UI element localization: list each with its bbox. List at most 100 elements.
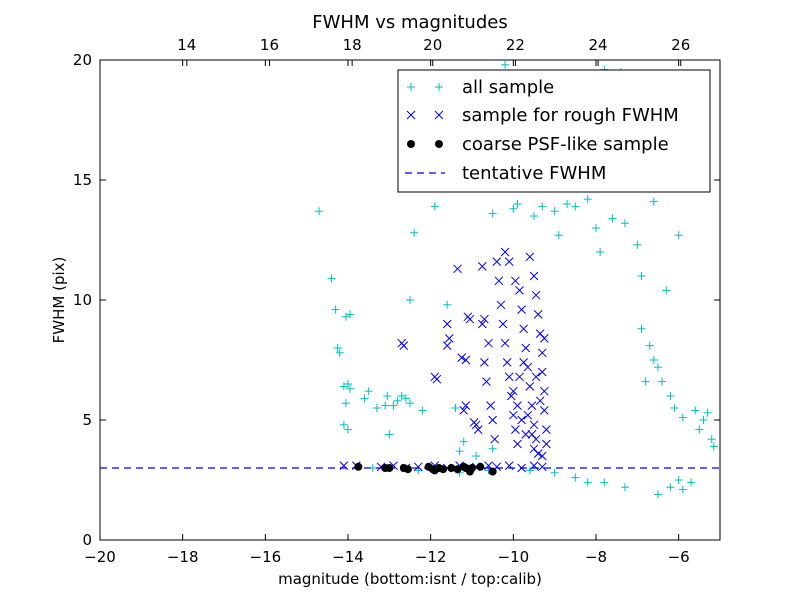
all-sample-point	[443, 300, 452, 309]
psf-like-point	[385, 464, 394, 472]
all-sample-point	[360, 394, 369, 403]
rough-fwhm-point	[473, 425, 483, 434]
y-tick-label: 5	[82, 411, 92, 429]
x-tick-label: −14	[332, 548, 364, 566]
all-sample-point	[662, 286, 671, 295]
all-sample-point	[339, 420, 348, 429]
all-sample-point	[608, 214, 617, 223]
all-sample-point	[674, 476, 683, 484]
rough-fwhm-point	[442, 341, 452, 350]
all-sample-point	[620, 483, 629, 492]
all-sample-point	[550, 468, 559, 477]
rough-fwhm-point	[504, 257, 514, 266]
rough-fwhm-point	[457, 353, 467, 362]
all-sample-point	[346, 384, 355, 393]
all-sample-point	[509, 204, 518, 213]
rough-fwhm-point	[488, 415, 498, 425]
rough-fwhm-point	[542, 425, 551, 434]
psf-like-point	[447, 464, 456, 472]
top-axis-tick-label: 20	[423, 36, 442, 54]
rough-fwhm-point	[531, 290, 541, 300]
rough-fwhm-point	[513, 401, 522, 410]
all-sample-point	[385, 430, 394, 439]
all-sample-point	[637, 324, 646, 333]
all-sample-point	[341, 312, 350, 321]
y-tick-label: 20	[73, 51, 92, 69]
psf-like-point	[354, 462, 363, 471]
all-sample-point	[344, 380, 352, 388]
all-sample-point	[381, 401, 390, 410]
all-sample-point	[666, 392, 675, 400]
all-sample-point	[430, 202, 439, 211]
all-sample-point	[410, 228, 419, 237]
rough-fwhm-point	[523, 410, 533, 420]
rough-fwhm-point	[504, 372, 514, 382]
x-tick-label: −8	[585, 548, 607, 566]
all-sample-point	[372, 404, 381, 412]
rough-fwhm-point	[492, 257, 502, 266]
all-sample-point	[315, 207, 324, 216]
top-axis-ticks: 14 16 18 20 22 24 26	[177, 36, 690, 66]
all-sample-point	[678, 485, 687, 494]
legend-plus-marker	[407, 83, 443, 91]
psf-like-point	[403, 465, 412, 474]
all-sample-point	[406, 399, 414, 408]
all-sample-point	[563, 200, 572, 208]
legend-box	[397, 69, 711, 193]
rough-fwhm-point	[399, 341, 409, 350]
all-sample-point	[654, 363, 662, 372]
all-sample-point	[674, 231, 683, 240]
legend-entry-rough-fwhm: sample for rough FWHM	[406, 105, 679, 126]
legend-label-all-sample: all sample	[462, 77, 554, 98]
rough-fwhm-point	[484, 338, 493, 348]
legend-dot-marker	[435, 140, 443, 148]
x-tick-label: −16	[250, 548, 282, 566]
all-sample-point	[592, 224, 600, 232]
all-sample-point	[703, 408, 712, 417]
rough-fwhm-point	[519, 358, 529, 367]
all-sample-point	[451, 404, 460, 412]
rough-fwhm-point	[515, 286, 524, 295]
rough-fwhm-point	[432, 374, 442, 384]
rough-fwhm-point	[459, 406, 469, 415]
all-sample-point	[418, 406, 427, 415]
legend-label-tentative-fwhm: tentative FWHM	[462, 163, 606, 184]
rough-fwhm-point	[477, 262, 487, 271]
all-sample-point	[691, 406, 700, 415]
y-tick-label: 10	[73, 291, 92, 309]
all-sample-point	[341, 399, 350, 408]
x-tick-label: −12	[415, 548, 447, 566]
rough-fwhm-point	[486, 401, 495, 410]
legend-x-marker	[406, 110, 444, 120]
rough-fwhm-point	[508, 386, 518, 396]
rough-fwhm-point	[461, 401, 471, 410]
rough-fwhm-point	[539, 406, 549, 415]
rough-fwhm-point	[517, 305, 526, 314]
all-sample-point	[641, 377, 650, 386]
top-axis-tick-label: 16	[260, 36, 279, 54]
all-sample-point	[637, 272, 646, 280]
all-sample-point	[571, 202, 580, 211]
rough-fwhm-point	[529, 444, 539, 454]
all-sample-point	[658, 377, 667, 386]
all-sample-point	[678, 413, 687, 422]
chart-title: FWHM vs magnitudes	[312, 12, 507, 33]
all-sample-point	[654, 490, 662, 499]
all-sample-point	[554, 231, 563, 240]
all-sample-point	[488, 209, 497, 218]
all-sample-point	[459, 437, 468, 446]
rough-fwhm-point	[490, 434, 500, 444]
rough-fwhm-point	[482, 377, 491, 386]
all-sample-point	[687, 478, 696, 487]
legend-entry-psf-like: coarse PSF-like sample	[407, 134, 669, 155]
rough-fwhm-point	[537, 451, 547, 461]
rough-fwhm-point	[469, 418, 479, 427]
all-sample-point	[455, 447, 464, 456]
rough-fwhm-point	[539, 386, 549, 396]
rough-fwhm-point	[539, 334, 549, 343]
all-sample-point	[339, 382, 348, 391]
all-sample-point	[383, 392, 392, 400]
all-sample-point	[331, 305, 340, 314]
rough-fwhm-point	[506, 391, 516, 401]
